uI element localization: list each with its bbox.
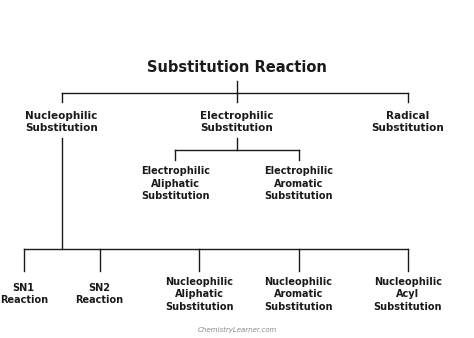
Text: Nucleophilic
Aromatic
Substitution: Nucleophilic Aromatic Substitution xyxy=(264,277,333,312)
Text: Types of Substitution Reaction: Types of Substitution Reaction xyxy=(82,9,392,27)
Text: SN1
Reaction: SN1 Reaction xyxy=(0,283,48,305)
Text: SN2
Reaction: SN2 Reaction xyxy=(75,283,124,305)
Text: Nucleophilic
Aliphatic
Substitution: Nucleophilic Aliphatic Substitution xyxy=(165,277,233,312)
Text: ChemistryLearner.com: ChemistryLearner.com xyxy=(197,328,277,334)
Text: Electrophilic
Aromatic
Substitution: Electrophilic Aromatic Substitution xyxy=(264,166,333,201)
Text: Electrophilic
Aliphatic
Substitution: Electrophilic Aliphatic Substitution xyxy=(141,166,210,201)
Text: Substitution Reaction: Substitution Reaction xyxy=(147,60,327,75)
Text: Nucleophilic
Substitution: Nucleophilic Substitution xyxy=(25,111,98,133)
Text: Radical
Substitution: Radical Substitution xyxy=(371,111,444,133)
Text: Electrophilic
Substitution: Electrophilic Substitution xyxy=(200,111,274,133)
Text: Nucleophilic
Acyl
Substitution: Nucleophilic Acyl Substitution xyxy=(374,277,442,312)
